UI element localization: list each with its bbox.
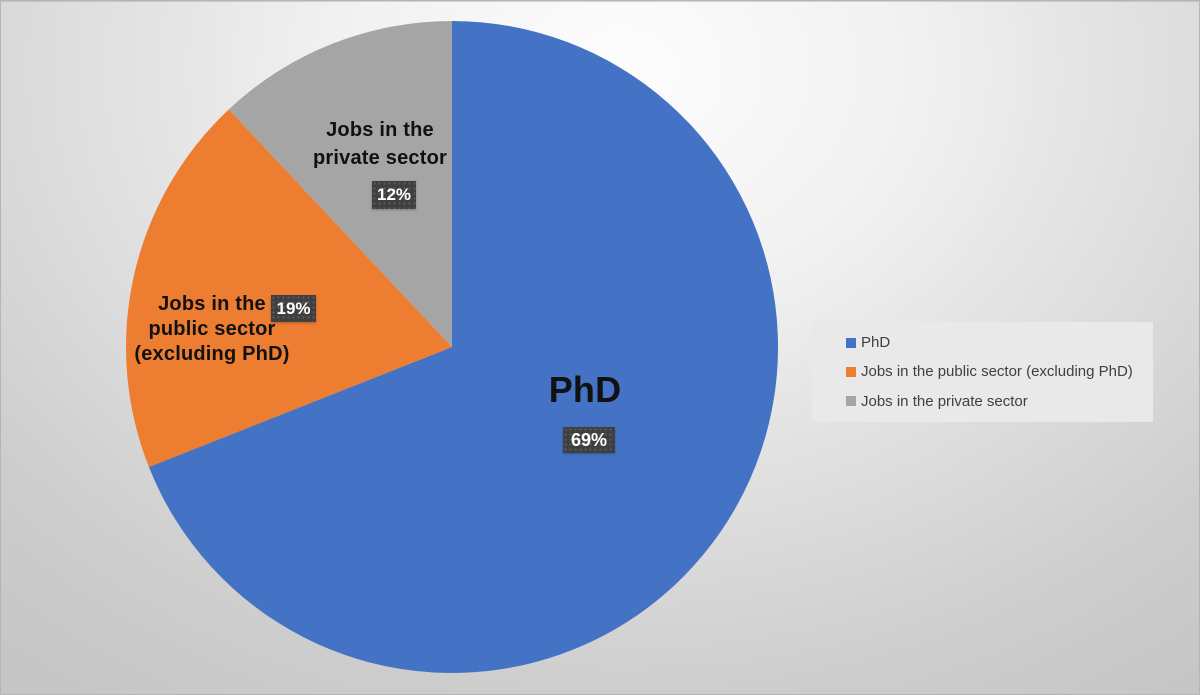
label-private-sector-line2: private sector: [313, 147, 447, 169]
label-private-sector-line1: Jobs in the: [326, 119, 434, 141]
legend-marker-public-sector-icon: [846, 366, 856, 377]
chart-legend: PhD Jobs in the public sector (excluding…: [812, 322, 1153, 422]
legend-marker-private-sector-icon: [846, 396, 856, 407]
legend-label-private-sector: Jobs in the private sector: [861, 392, 1028, 410]
label-phd: PhD: [505, 369, 665, 411]
legend-item-phd: PhD: [846, 334, 1145, 351]
label-public-sector: Jobs in the public sector (excluding PhD…: [112, 292, 312, 367]
pct-value-phd: 69%: [570, 429, 608, 450]
label-public-sector-line1: Jobs in the: [158, 293, 266, 315]
data-label-private-sector-pct: 12%: [372, 181, 416, 209]
pct-value-private: 12%: [376, 185, 412, 204]
legend-label-public-sector: Jobs in the public sector (excluding PhD…: [861, 363, 1133, 381]
label-private-sector: Jobs in the private sector: [280, 116, 480, 172]
pie-slice-private-sector: [228, 21, 452, 347]
data-label-phd-pct: 69%: [563, 427, 615, 453]
label-phd-line1: PhD: [548, 369, 622, 410]
legend-marker-phd-icon: [846, 337, 856, 348]
legend-label-phd: PhD: [861, 334, 891, 352]
data-label-public-sector-pct: 19%: [271, 295, 316, 322]
legend-item-private-sector: Jobs in the private sector: [846, 393, 1145, 410]
pct-value-public: 19%: [276, 298, 311, 318]
label-public-sector-line3: (excluding PhD): [134, 343, 290, 365]
pie-slice-phd: [148, 21, 779, 674]
legend-item-public-sector: Jobs in the public sector (excluding PhD…: [846, 363, 1145, 380]
label-public-sector-line2: public sector: [148, 318, 276, 340]
pie-slice-public-sector: [126, 109, 452, 468]
